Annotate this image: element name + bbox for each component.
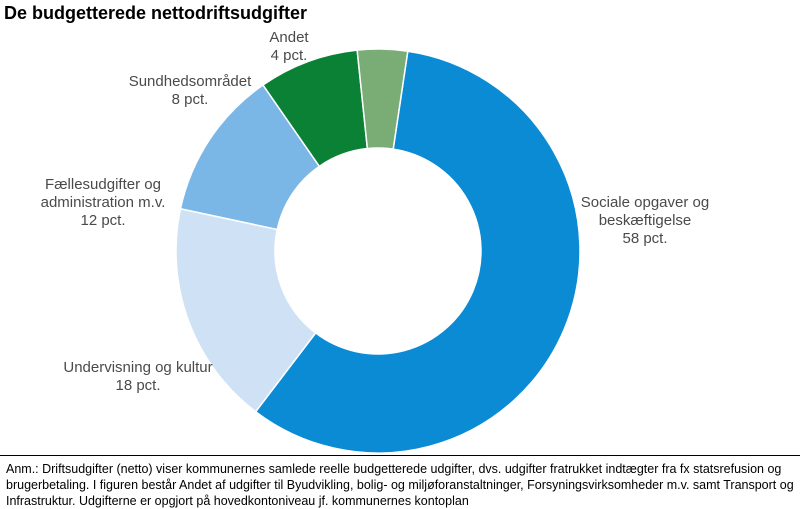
slice-andet bbox=[356, 48, 409, 150]
slice-undervisning-og-kultur bbox=[175, 207, 317, 413]
donut-slices bbox=[175, 48, 581, 454]
donut-chart: Sociale opgaver og beskæftigelse 58 pct. Un… bbox=[41, 29, 710, 454]
slice-label: Sociale opgaver og beskæftigelse 58 pct. bbox=[581, 194, 709, 247]
slice-label: Undervisning og kultur 18 pct. bbox=[63, 359, 212, 394]
slice-labels: Sociale opgaver og beskæftigelse 58 pct. Un… bbox=[41, 29, 710, 394]
slice-label: Sundhedsområdet 8 pct. bbox=[129, 73, 252, 108]
note-divider bbox=[0, 455, 800, 456]
slice-label: Fællesudgifter og administration m.v. 12 p… bbox=[41, 176, 166, 229]
slice-label: Andet 4 pct. bbox=[269, 29, 309, 64]
chart-title: De budgetterede nettodriftsudgifter bbox=[4, 3, 308, 23]
slice-sociale-opgaver-og-beskæftigelse bbox=[254, 50, 581, 454]
chart-note: Anm.: Driftsudgifter (netto) viser kommu… bbox=[6, 462, 794, 508]
